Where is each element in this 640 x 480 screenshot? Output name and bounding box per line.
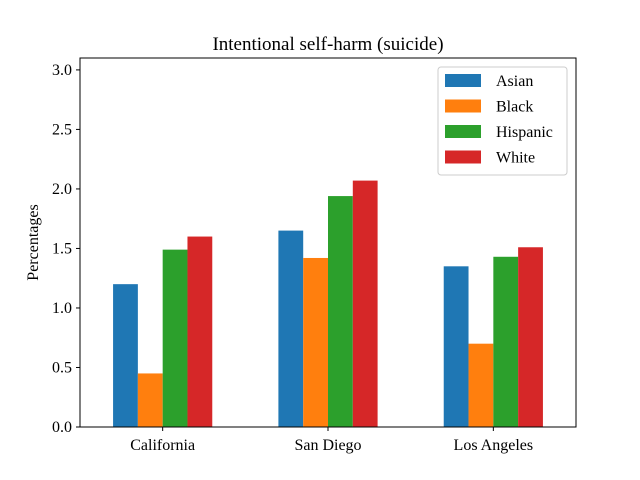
bar-black-san-diego [303, 257, 328, 427]
bar-hispanic-california [162, 249, 188, 427]
y-tick-label: 1.0 [52, 300, 72, 317]
y-axis: 0.0 0.5 1.0 1.5 2.0 2.5 3.0 [52, 62, 80, 436]
bar-asian-san-diego [278, 230, 304, 427]
bar-white-california [187, 236, 213, 427]
legend-label-asian: Asian [496, 73, 533, 90]
chart-title: Intentional self-harm (suicide) [212, 34, 443, 55]
legend-swatch-white [445, 150, 481, 164]
y-tick-label: 0.0 [52, 419, 72, 436]
legend-swatch-hispanic [445, 125, 481, 138]
legend-frame [437, 66, 568, 176]
x-axis: California San Diego Los Angeles [130, 427, 533, 454]
bar-hispanic-los-angeles [493, 256, 519, 427]
legend-label-black: Black [496, 99, 533, 116]
bar-asian-los-angeles [443, 266, 469, 427]
bar-hispanic-san-diego [328, 196, 353, 427]
bar-black-los-angeles [468, 343, 494, 427]
legend: Asian Black Hispanic White [437, 66, 568, 176]
legend-label-hispanic: Hispanic [496, 124, 553, 141]
y-tick-label: 2.5 [52, 121, 72, 138]
y-axis-label: Percentages [25, 204, 42, 280]
legend-swatch-black [445, 99, 481, 113]
legend-label-white: White [496, 150, 535, 167]
bar-white-los-angeles [518, 247, 543, 427]
plot-frame [79, 57, 577, 428]
y-tick-label: 3.0 [52, 62, 72, 79]
bar-asian-california [113, 284, 138, 427]
bar-black-california [137, 373, 163, 427]
y-tick-label: 2.0 [52, 181, 72, 198]
y-tick-label: 1.5 [52, 240, 72, 257]
legend-swatch-asian [445, 74, 481, 87]
x-tick-label: California [130, 437, 195, 454]
x-tick-label: San Diego [294, 437, 361, 454]
y-tick-label: 0.5 [52, 359, 72, 376]
bar-white-san-diego [352, 180, 378, 427]
bars-group [113, 180, 543, 427]
x-tick-label: Los Angeles [454, 437, 534, 454]
